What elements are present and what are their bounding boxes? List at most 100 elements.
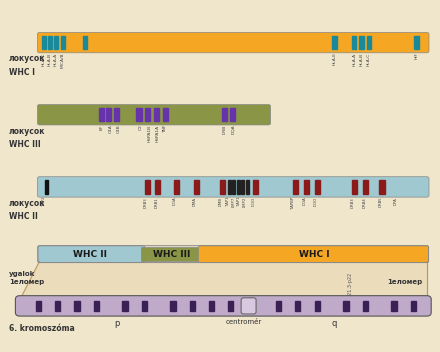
Bar xyxy=(142,301,147,311)
Text: DOO: DOO xyxy=(251,197,256,206)
Text: TAP1: TAP1 xyxy=(237,197,241,206)
Text: LMP2: LMP2 xyxy=(243,197,247,207)
Bar xyxy=(114,108,119,121)
Text: WHC I: WHC I xyxy=(9,68,35,77)
Text: DOA: DOA xyxy=(173,197,177,206)
Text: WHC III: WHC III xyxy=(9,140,40,149)
Text: TAP1: TAP1 xyxy=(226,197,231,206)
Bar xyxy=(122,301,128,311)
Text: BF: BF xyxy=(99,125,104,130)
Bar xyxy=(247,301,253,311)
Bar xyxy=(392,301,396,311)
Bar xyxy=(411,301,416,311)
Bar xyxy=(293,180,298,194)
Bar xyxy=(315,180,320,194)
Text: локусок: локусок xyxy=(9,199,45,208)
Bar xyxy=(241,180,244,194)
Text: DMB: DMB xyxy=(219,197,223,206)
Bar xyxy=(379,180,385,194)
Text: WHC I: WHC I xyxy=(299,250,330,259)
Bar xyxy=(253,180,258,194)
Bar xyxy=(363,301,368,311)
Text: DRB3: DRB3 xyxy=(351,197,355,208)
Text: centromér: centromér xyxy=(226,319,262,325)
Text: локусок: локусок xyxy=(9,126,45,136)
Text: HLA-C: HLA-C xyxy=(367,52,371,66)
Bar xyxy=(228,301,233,311)
Bar xyxy=(45,180,48,194)
Text: DMA: DMA xyxy=(193,197,197,206)
Bar xyxy=(352,180,357,194)
Bar xyxy=(94,301,99,311)
Text: WHC II: WHC II xyxy=(9,212,38,221)
Bar xyxy=(367,36,371,49)
Bar xyxy=(222,108,227,121)
Text: TNF: TNF xyxy=(163,125,168,133)
Text: локусок: локусок xyxy=(9,54,45,63)
Bar xyxy=(174,180,179,194)
Text: 1еломер: 1еломер xyxy=(9,278,44,285)
FancyBboxPatch shape xyxy=(38,246,145,263)
Bar xyxy=(343,301,348,311)
Bar xyxy=(414,36,419,49)
Text: DRB: DRB xyxy=(223,125,227,134)
Bar xyxy=(190,301,195,311)
FancyBboxPatch shape xyxy=(37,105,271,125)
Text: DOO: DOO xyxy=(314,197,318,206)
Bar xyxy=(61,36,65,49)
FancyBboxPatch shape xyxy=(241,298,256,314)
Text: DOA: DOA xyxy=(303,197,307,206)
Bar xyxy=(209,301,214,311)
Text: WHC III: WHC III xyxy=(153,250,190,259)
FancyBboxPatch shape xyxy=(198,246,429,263)
Bar xyxy=(154,108,159,121)
Polygon shape xyxy=(20,261,427,300)
Text: 6. kromoszóma: 6. kromoszóma xyxy=(9,324,74,333)
Bar xyxy=(36,301,41,311)
Bar xyxy=(220,180,225,194)
Text: DRB5: DRB5 xyxy=(378,197,382,207)
Bar xyxy=(232,180,235,194)
Bar xyxy=(295,301,301,311)
Text: LMP7: LMP7 xyxy=(231,197,235,207)
Text: C4B: C4B xyxy=(117,125,121,133)
FancyBboxPatch shape xyxy=(37,32,429,53)
Bar xyxy=(42,36,46,49)
Bar xyxy=(352,36,356,49)
Text: DPA: DPA xyxy=(394,197,398,205)
Text: HLA-B: HLA-B xyxy=(359,52,364,65)
Text: HLA-B: HLA-B xyxy=(48,52,52,65)
Text: HIF: HIF xyxy=(414,52,419,59)
Text: DRB4: DRB4 xyxy=(362,197,367,208)
Text: HLA-E: HLA-E xyxy=(332,52,337,65)
Bar xyxy=(363,180,368,194)
Text: p21.3-p22: p21.3-p22 xyxy=(347,272,352,297)
Text: 1еломер: 1еломер xyxy=(387,278,422,285)
Bar xyxy=(230,108,235,121)
Text: C2: C2 xyxy=(138,125,143,130)
Bar xyxy=(246,180,249,194)
Bar xyxy=(194,180,199,194)
Text: q: q xyxy=(332,319,337,328)
Bar xyxy=(359,36,364,49)
Text: TAP2: TAP2 xyxy=(42,197,46,206)
Text: HSPA1A: HSPA1A xyxy=(156,125,160,142)
Bar xyxy=(155,180,160,194)
Bar xyxy=(244,298,253,313)
Text: DRB3: DRB3 xyxy=(143,197,147,208)
Text: HSPA1B: HSPA1B xyxy=(147,125,151,142)
Text: HLA-A: HLA-A xyxy=(54,52,58,65)
Bar xyxy=(145,108,150,121)
Bar xyxy=(74,301,80,311)
Text: MICA/B: MICA/B xyxy=(61,52,65,68)
Text: DRB1: DRB1 xyxy=(154,197,158,208)
Bar xyxy=(99,108,104,121)
Text: HLA-A: HLA-A xyxy=(352,52,356,65)
Bar xyxy=(315,301,320,311)
Bar xyxy=(276,301,281,311)
Bar xyxy=(145,180,150,194)
Bar xyxy=(141,247,202,261)
Bar xyxy=(54,36,58,49)
FancyBboxPatch shape xyxy=(37,177,429,197)
Text: HLA-C: HLA-C xyxy=(42,52,46,66)
